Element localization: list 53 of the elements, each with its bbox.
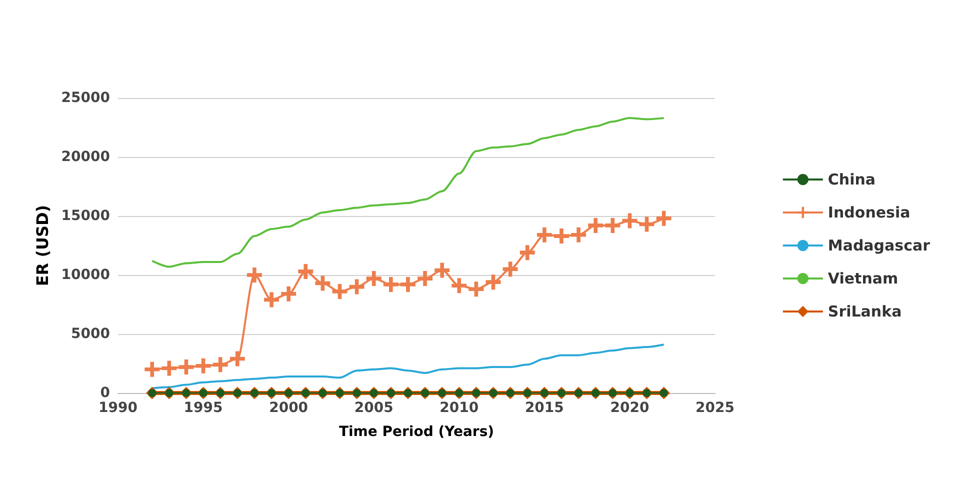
x-tick-label: 1990 xyxy=(98,400,138,416)
point xyxy=(520,245,535,260)
legend-label: Vietnam xyxy=(828,270,898,288)
y-tick-label: 20000 xyxy=(61,149,110,165)
point xyxy=(196,358,211,374)
legend-label: SriLanka xyxy=(828,302,902,320)
y-tick-label: 10000 xyxy=(61,267,110,283)
line-series xyxy=(151,117,665,268)
y-tick-label: 5000 xyxy=(71,326,110,342)
x-tick-label: 2000 xyxy=(269,400,308,416)
point xyxy=(246,268,262,282)
point xyxy=(452,278,467,294)
point xyxy=(230,351,245,366)
point xyxy=(349,279,364,294)
point xyxy=(383,276,398,292)
legend-label: Madagascar xyxy=(828,236,931,254)
point xyxy=(536,227,552,242)
point xyxy=(281,286,296,302)
point xyxy=(178,360,194,375)
point xyxy=(400,276,416,292)
x-tick-label: 2020 xyxy=(610,400,650,416)
point xyxy=(588,218,604,233)
point xyxy=(212,357,228,372)
point xyxy=(554,228,569,244)
point xyxy=(144,362,160,377)
y-tick-label: 25000 xyxy=(61,90,110,106)
point xyxy=(622,213,638,228)
point xyxy=(486,274,501,290)
x-tick-label: 2025 xyxy=(696,400,734,416)
x-tick-label: 2010 xyxy=(440,400,479,416)
point xyxy=(605,218,620,233)
y-tick-label: 0 xyxy=(100,385,110,401)
point xyxy=(162,360,177,376)
point xyxy=(332,284,348,300)
point xyxy=(298,264,314,279)
x-tick-label: 2005 xyxy=(354,400,394,416)
y-axis-title: ER (USD) xyxy=(32,204,52,286)
point xyxy=(434,262,450,278)
point xyxy=(418,271,433,286)
x-axis-title: Time Period (Years) xyxy=(338,424,494,440)
point xyxy=(264,292,280,308)
y-tick-label: 15000 xyxy=(61,208,110,224)
point xyxy=(639,216,654,232)
legend-label: China xyxy=(828,170,876,188)
point xyxy=(571,227,586,242)
point xyxy=(502,262,518,277)
point xyxy=(366,271,382,286)
point xyxy=(315,276,330,291)
point xyxy=(468,282,484,297)
x-tick-label: 2015 xyxy=(524,400,564,416)
point xyxy=(656,210,672,226)
x-tick-label: 1995 xyxy=(184,400,223,416)
legend-label: Indonesia xyxy=(828,204,910,222)
